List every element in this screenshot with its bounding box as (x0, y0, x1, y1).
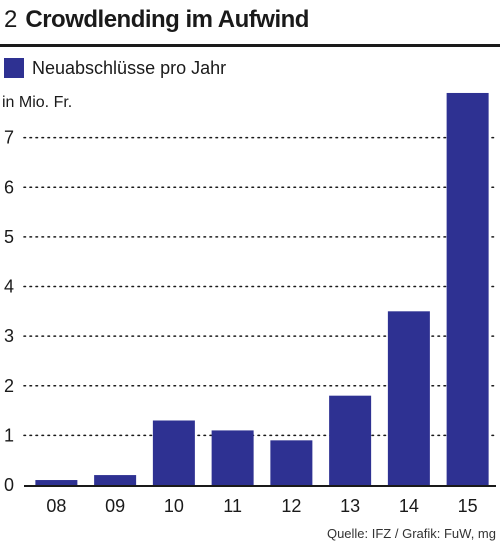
legend-label: Neuabschlüsse pro Jahr (32, 57, 227, 78)
bar (387, 311, 430, 485)
y-tick-label: 7 (4, 128, 14, 148)
y-tick-label: 3 (4, 326, 14, 346)
x-tick-label: 15 (458, 496, 478, 516)
x-tick-label: 13 (340, 496, 360, 516)
legend: Neuabschlüsse pro Jahr (4, 56, 226, 80)
x-tick-label: 11 (223, 496, 242, 516)
x-tick-label: 08 (46, 496, 66, 516)
x-tick-label: 14 (399, 496, 419, 516)
y-tick-label: 2 (4, 376, 14, 396)
bar (446, 92, 489, 486)
legend-swatch (4, 58, 24, 78)
y-tick-label: 0 (4, 475, 14, 495)
source-credit: Quelle: IFZ / Grafik: FuW, mg (326, 526, 496, 541)
bar (35, 480, 78, 485)
x-tick-label: 09 (105, 496, 125, 516)
title-rule (0, 44, 500, 47)
bar (270, 440, 313, 485)
bar (152, 420, 195, 485)
y-axis-label: in Mio. Fr. (2, 94, 72, 111)
figure-number: 2 (4, 6, 18, 33)
y-tick-label: 1 (4, 425, 14, 445)
x-tick-label: 10 (164, 496, 184, 516)
chart-title: Crowdlending im Aufwind (25, 6, 309, 33)
y-tick-label: 4 (4, 277, 14, 297)
x-tick-label: 12 (281, 496, 301, 516)
y-tick-label: 6 (4, 177, 14, 197)
y-tick-label: 5 (4, 227, 14, 247)
bar (329, 395, 372, 485)
chart-title-row: 2 Crowdlending im Aufwind (4, 6, 309, 40)
bar (211, 430, 254, 485)
bar (94, 475, 137, 485)
